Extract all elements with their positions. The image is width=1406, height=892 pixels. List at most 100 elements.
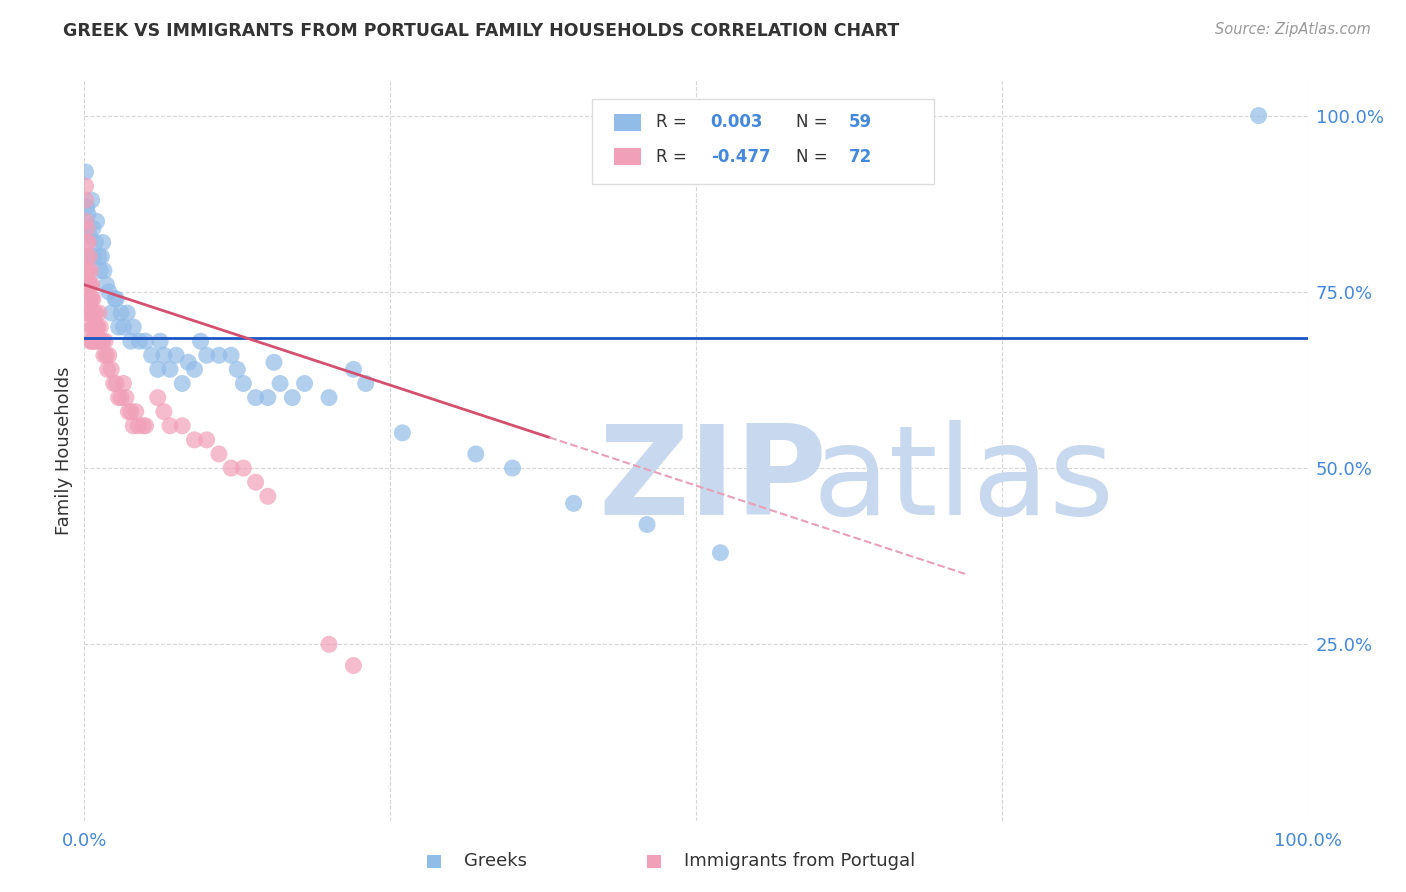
- Point: [75, 165, 97, 179]
- Text: Greeks: Greeks: [464, 853, 527, 871]
- Point: [77, 277, 100, 292]
- Point: [257, 489, 280, 503]
- Point: [122, 418, 145, 433]
- Point: [391, 425, 413, 440]
- Point: [177, 355, 200, 369]
- Point: [89, 320, 111, 334]
- Point: [105, 376, 128, 391]
- Point: [90, 250, 112, 264]
- Point: [636, 517, 658, 532]
- Point: [226, 362, 249, 376]
- Point: [80, 306, 103, 320]
- Point: [245, 391, 267, 405]
- Point: [87, 250, 110, 264]
- Bar: [427, 855, 441, 868]
- Point: [77, 263, 100, 277]
- Point: [172, 418, 194, 433]
- Point: [77, 292, 100, 306]
- Point: [107, 391, 129, 405]
- Point: [112, 376, 135, 391]
- Point: [115, 306, 138, 320]
- Point: [103, 376, 125, 391]
- Point: [107, 320, 129, 334]
- Point: [87, 334, 110, 348]
- Point: [562, 496, 585, 510]
- Point: [120, 334, 142, 348]
- Point: [159, 418, 181, 433]
- Point: [127, 418, 149, 433]
- Point: [318, 637, 340, 651]
- Point: [84, 320, 107, 334]
- Text: -0.477: -0.477: [710, 147, 770, 166]
- Point: [153, 405, 176, 419]
- Point: [79, 334, 101, 348]
- Point: [502, 461, 524, 475]
- Point: [232, 461, 254, 475]
- Point: [172, 376, 194, 391]
- Point: [115, 391, 138, 405]
- Point: [245, 475, 267, 490]
- Point: [110, 391, 132, 405]
- Text: 0.003: 0.003: [710, 113, 763, 131]
- Point: [208, 348, 231, 362]
- Bar: [614, 148, 641, 165]
- Point: [77, 207, 100, 221]
- Point: [97, 285, 120, 299]
- Point: [79, 306, 101, 320]
- Text: GREEK VS IMMIGRANTS FROM PORTUGAL FAMILY HOUSEHOLDS CORRELATION CHART: GREEK VS IMMIGRANTS FROM PORTUGAL FAMILY…: [63, 22, 900, 40]
- Point: [90, 334, 112, 348]
- Point: [79, 250, 101, 264]
- Point: [87, 320, 110, 334]
- Text: 59: 59: [849, 113, 872, 131]
- Point: [80, 277, 103, 292]
- Point: [281, 391, 304, 405]
- Point: [86, 320, 108, 334]
- Point: [132, 418, 155, 433]
- Point: [97, 348, 120, 362]
- Point: [97, 362, 120, 376]
- Point: [135, 334, 157, 348]
- Point: [257, 391, 280, 405]
- Text: Immigrants from Portugal: Immigrants from Portugal: [683, 853, 915, 871]
- Point: [82, 221, 104, 235]
- Point: [141, 348, 163, 362]
- Point: [318, 391, 340, 405]
- Text: ZIP: ZIP: [598, 419, 827, 541]
- Text: R =: R =: [655, 113, 692, 131]
- Point: [79, 277, 101, 292]
- Point: [105, 292, 128, 306]
- Point: [149, 334, 172, 348]
- Point: [82, 334, 104, 348]
- Bar: [614, 114, 641, 130]
- Point: [87, 306, 110, 320]
- Point: [219, 461, 242, 475]
- Point: [159, 362, 181, 376]
- Point: [76, 250, 98, 264]
- Point: [75, 214, 97, 228]
- Point: [91, 334, 114, 348]
- Y-axis label: Family Households: Family Households: [55, 367, 73, 534]
- Point: [122, 320, 145, 334]
- Point: [82, 292, 104, 306]
- Point: [77, 250, 100, 264]
- Point: [80, 292, 103, 306]
- Text: atlas: atlas: [813, 419, 1115, 541]
- Point: [110, 306, 132, 320]
- Point: [84, 306, 107, 320]
- Point: [208, 447, 231, 461]
- Text: 72: 72: [849, 147, 872, 166]
- Point: [84, 235, 107, 250]
- Point: [96, 277, 118, 292]
- Point: [195, 433, 218, 447]
- Point: [77, 306, 100, 320]
- Point: [464, 447, 486, 461]
- Text: N =: N =: [796, 113, 834, 131]
- Point: [354, 376, 377, 391]
- Point: [93, 348, 115, 362]
- Point: [86, 214, 108, 228]
- Point: [342, 658, 364, 673]
- Text: R =: R =: [655, 147, 692, 166]
- Point: [100, 306, 122, 320]
- Point: [94, 334, 117, 348]
- Point: [82, 320, 104, 334]
